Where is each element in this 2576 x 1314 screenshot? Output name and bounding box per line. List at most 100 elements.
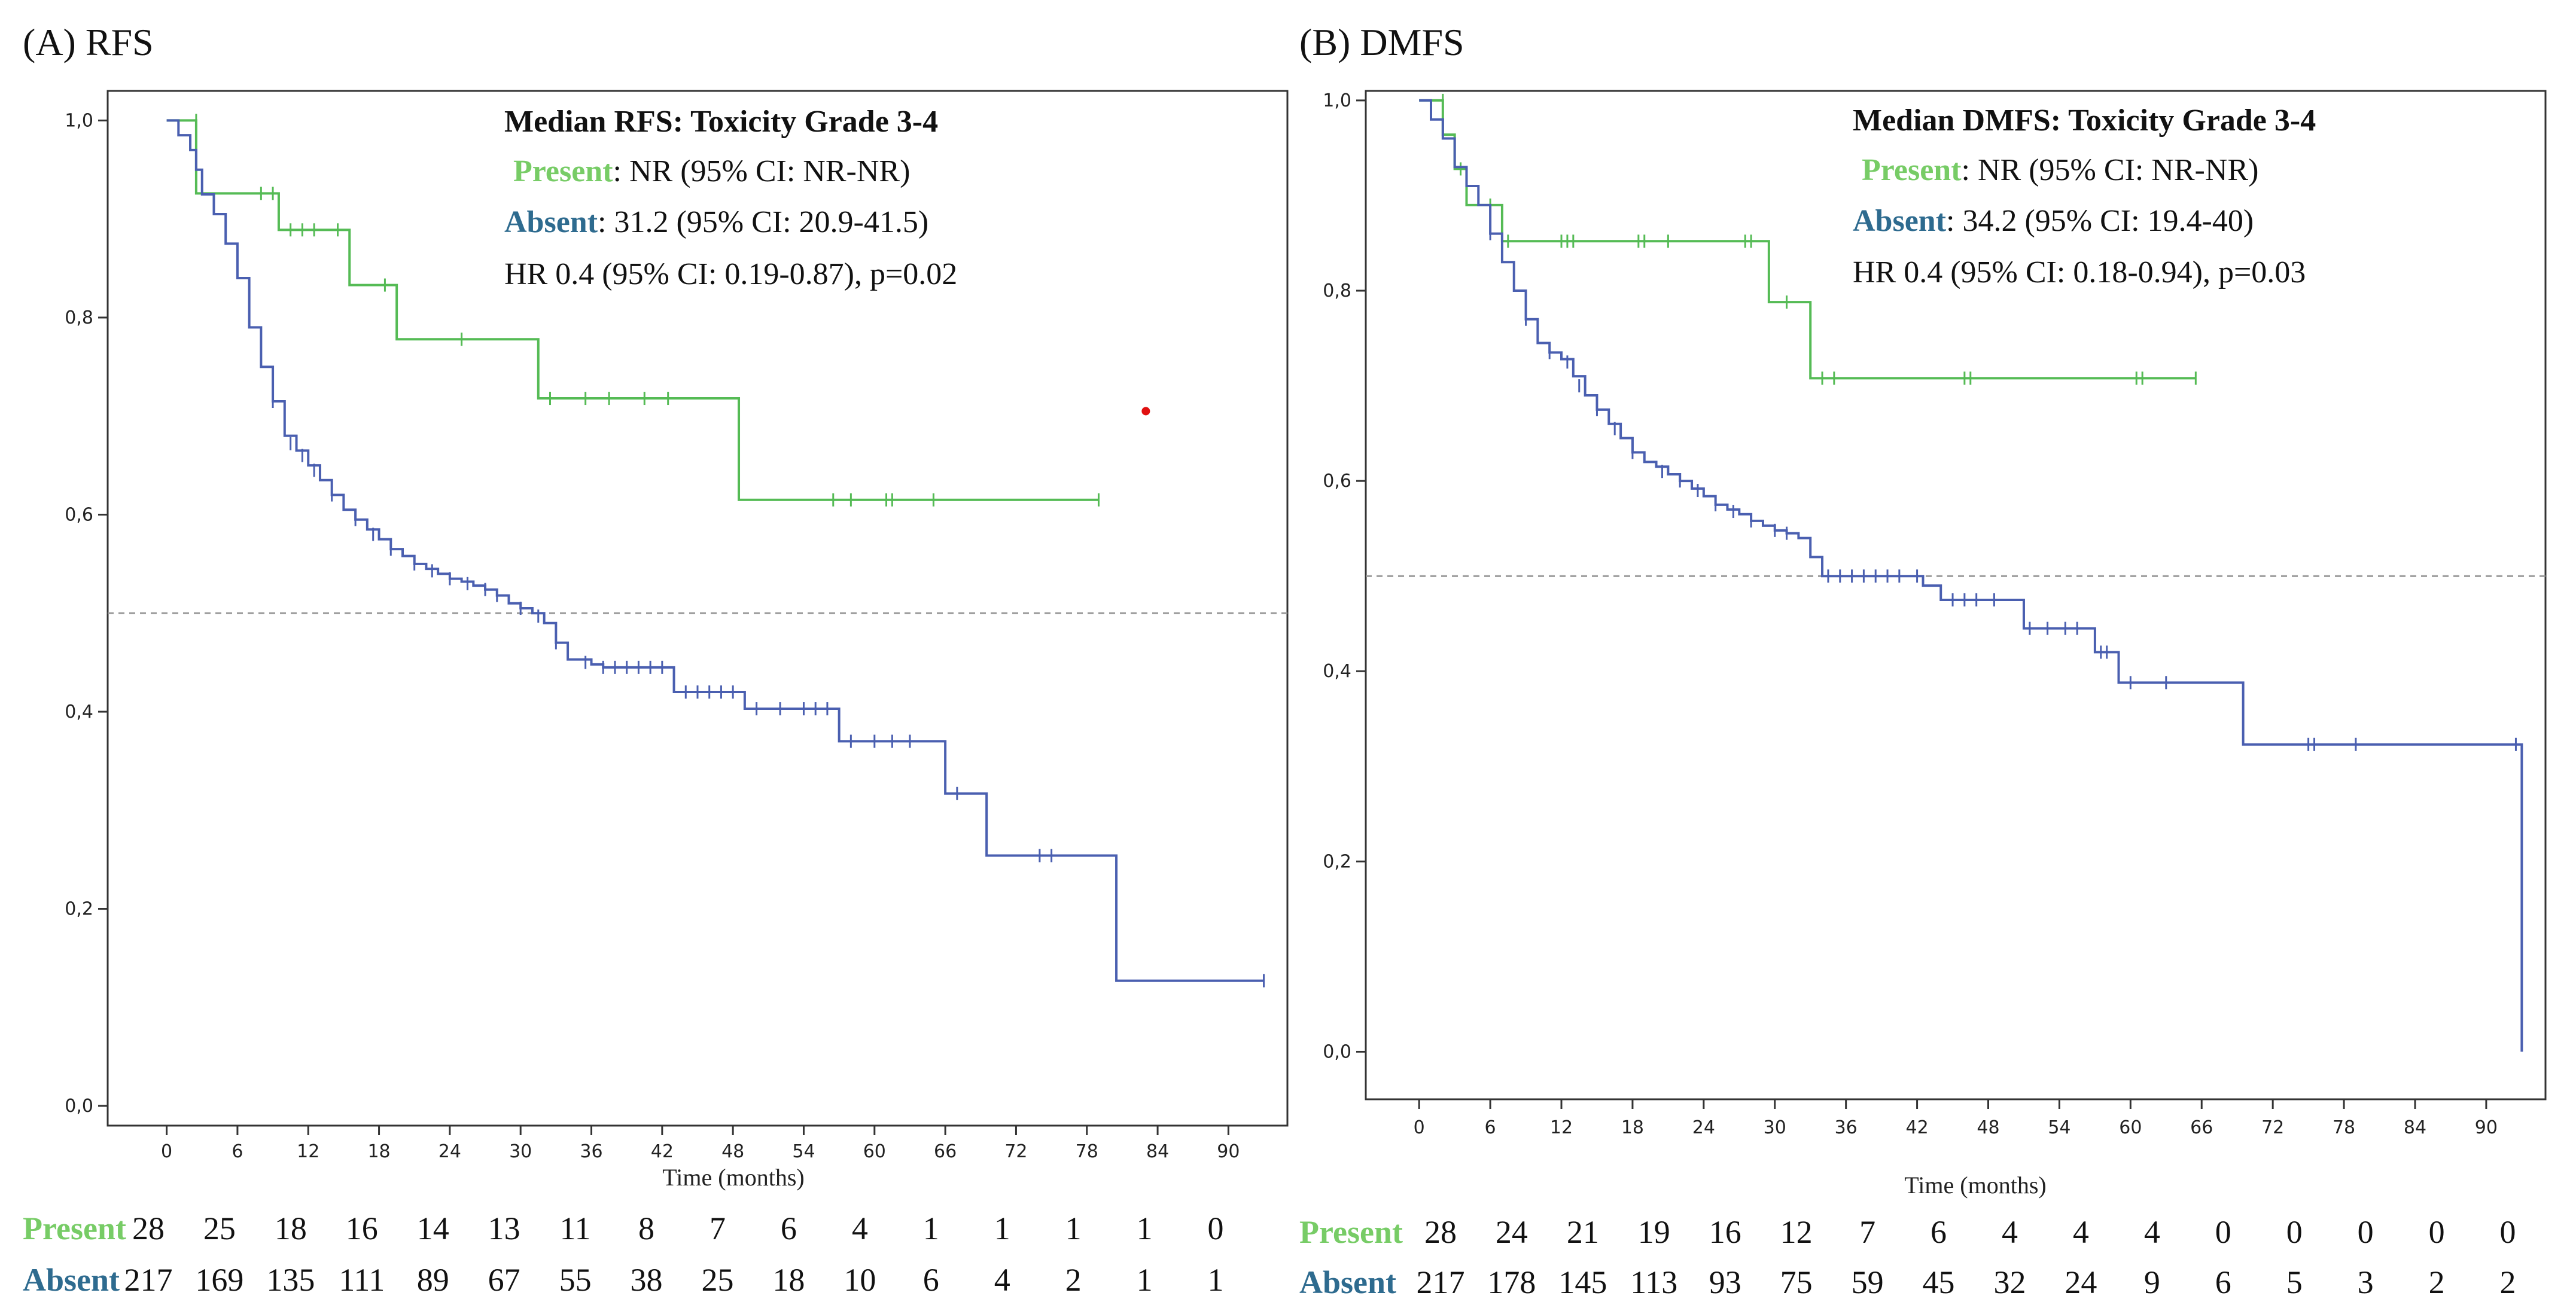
panel-a-annotation-present-text: : NR (95% CI: NR-NR) [613, 154, 911, 188]
y-tick-label: 0,4 [65, 702, 93, 722]
panel-b-annotation-title-rest: : Toxicity Grade 3-4 [2051, 103, 2316, 138]
y-tick-label: 0,0 [65, 1096, 93, 1117]
x-tick-label: 90 [1217, 1141, 1240, 1162]
risk-absent-count: 2 [2500, 1264, 2516, 1300]
panel-b-x-axis-title: Time (months) [1904, 1172, 2046, 1199]
y-tick-label: 0,6 [1323, 471, 1351, 492]
risk-absent-count: 169 [195, 1262, 243, 1298]
risk-present-count: 21 [1567, 1214, 1599, 1250]
panel-a-outlier-point [1141, 407, 1150, 416]
x-tick-label: 6 [232, 1141, 243, 1162]
risk-absent-count: 32 [1993, 1264, 2026, 1300]
panel-a-risk-absent-row: 217 169 135 111 89 67 55 38 25 18 10 6 4 2 1 1 [124, 1262, 1224, 1298]
risk-absent-count: 93 [1709, 1264, 1741, 1300]
risk-present-count: 11 [560, 1211, 591, 1246]
panel-a-plot-frame [106, 90, 1289, 1127]
risk-present-count: 28 [1424, 1214, 1457, 1250]
x-tick-label: 0 [1414, 1117, 1425, 1138]
panel-b-y-axis: 0,0 0,2 0,4 0,6 0,8 1,0 [1323, 90, 1366, 1062]
panel-a-annotation-present-label: Present [513, 154, 613, 188]
risk-present-count: 28 [132, 1211, 165, 1246]
x-tick-label: 54 [792, 1141, 815, 1162]
risk-present-count: 14 [417, 1211, 449, 1246]
panel-a-title: (A) RFS [23, 21, 154, 63]
x-tick-label: 24 [439, 1141, 461, 1162]
panel-a-annotation-title-rest: : Toxicity Grade 3-4 [673, 105, 938, 139]
risk-absent-count: 10 [844, 1262, 876, 1298]
risk-present-count: 0 [1208, 1211, 1224, 1246]
x-tick-label: 12 [297, 1141, 319, 1162]
risk-present-count: 0 [2286, 1214, 2303, 1250]
panel-b-risk-absent-row: 217 178 145 113 93 75 59 45 32 24 9 6 5 3 2 2 [1417, 1264, 2516, 1300]
y-tick-label: 0,2 [1323, 851, 1351, 872]
risk-absent-count: 24 [2065, 1264, 2097, 1300]
risk-present-count: 4 [2002, 1214, 2018, 1250]
panel-a-y-axis: 0,0 0,2 0,4 0,6 0,8 1,0 [65, 110, 108, 1117]
x-tick-label: 84 [2404, 1117, 2426, 1138]
km-curve-present [1419, 99, 2196, 380]
panel-a-risk-table: Present Absent 28 25 18 16 14 13 11 8 7 6 4 1 1 1 1 0 2… [23, 1211, 1224, 1298]
x-tick-label: 30 [1764, 1117, 1786, 1138]
risk-present-count: 16 [346, 1211, 378, 1246]
x-tick-label: 48 [1977, 1117, 1999, 1138]
panel-b-annotation-present-label: Present [1862, 153, 1962, 187]
risk-absent-count: 135 [266, 1262, 315, 1298]
risk-present-count: 0 [2429, 1214, 2445, 1250]
risk-absent-count: 18 [772, 1262, 805, 1298]
risk-present-count: 0 [2215, 1214, 2231, 1250]
risk-present-count: 4 [2073, 1214, 2089, 1250]
x-tick-label: 36 [1835, 1117, 1858, 1138]
panel-b-annotation-title-bold: Median DMFS [1853, 103, 2051, 138]
y-tick-label: 0,6 [65, 504, 93, 525]
panel-a-annotation-absent-label: Absent [504, 205, 598, 239]
x-tick-label: 24 [1692, 1117, 1715, 1138]
risk-absent-count: 9 [2144, 1264, 2160, 1300]
km-curve-absent [1419, 99, 2523, 1052]
risk-present-count: 1 [923, 1211, 939, 1246]
x-tick-label: 78 [2333, 1117, 2355, 1138]
km-curve-absent [166, 119, 1264, 982]
panel-a-x-axis-title: Time (months) [662, 1164, 804, 1191]
panel-a-annotation-hr: HR 0.4 (95% CI: 0.19-0.87), p=0.02 [504, 257, 957, 291]
x-tick-label: 60 [863, 1141, 886, 1162]
risk-present-count: 12 [1780, 1214, 1813, 1250]
panel-b-risk-present-row: 28 24 21 19 16 12 7 6 4 4 4 0 0 0 0 0 [1424, 1214, 2516, 1250]
x-tick-label: 66 [2190, 1117, 2213, 1138]
x-tick-label: 90 [2475, 1117, 2498, 1138]
x-tick-label: 6 [1485, 1117, 1496, 1138]
x-tick-label: 42 [651, 1141, 674, 1162]
x-tick-label: 18 [367, 1141, 390, 1162]
svg-text:Absent: 31.2 (95% CI: 20.9-41.: Absent: 31.2 (95% CI: 20.9-41.5) [504, 205, 928, 239]
risk-present-count: 1 [994, 1211, 1010, 1246]
risk-absent-count: 5 [2286, 1264, 2303, 1300]
panel-a: (A) RFS 0,00,20,40,60,81,0 0 6 12 18 24 30 36 4… [23, 21, 1289, 1298]
x-tick-label: 18 [1621, 1117, 1644, 1138]
risk-present-count: 24 [1496, 1214, 1528, 1250]
y-tick-label: 0,8 [1323, 281, 1351, 301]
panel-b-risk-absent-label: Absent [1299, 1264, 1396, 1300]
risk-absent-count: 2 [1065, 1262, 1082, 1298]
risk-present-count: 1 [1065, 1211, 1082, 1246]
svg-text:Present: NR (95% CI: NR-NR): Present: NR (95% CI: NR-NR) [513, 154, 910, 188]
panel-a-x-axis: 0 6 12 18 24 30 36 42 48 54 60 66 72 78 84 90 [161, 1126, 1240, 1162]
risk-present-count: 4 [2144, 1214, 2160, 1250]
panel-b-annotation-hr: HR 0.4 (95% CI: 0.18-0.94), p=0.03 [1853, 255, 2306, 289]
risk-absent-count: 75 [1780, 1264, 1813, 1300]
y-tick-label: 0,4 [1323, 661, 1351, 682]
svg-text:Absent: 34.2 (95% CI: 19.4-40): Absent: 34.2 (95% CI: 19.4-40) [1853, 204, 2254, 238]
risk-absent-count: 67 [488, 1262, 520, 1298]
risk-present-count: 8 [638, 1211, 654, 1246]
risk-absent-count: 111 [339, 1262, 385, 1298]
panel-b-annotation: Median DMFS: Toxicity Grade 3-4 Present:… [1853, 103, 2316, 289]
risk-present-count: 7 [710, 1211, 726, 1246]
panel-a-curves [166, 114, 1265, 987]
panel-a-annotation-title-bold: Median RFS [504, 105, 673, 139]
x-tick-label: 0 [161, 1141, 172, 1162]
x-tick-label: 60 [2119, 1117, 2142, 1138]
panel-a-annotation-absent-text: : 31.2 (95% CI: 20.9-41.5) [598, 205, 928, 239]
risk-absent-count: 59 [1852, 1264, 1884, 1300]
y-tick-label: 0,8 [65, 307, 93, 328]
risk-absent-count: 178 [1487, 1264, 1536, 1300]
risk-absent-count: 113 [1630, 1264, 1677, 1300]
